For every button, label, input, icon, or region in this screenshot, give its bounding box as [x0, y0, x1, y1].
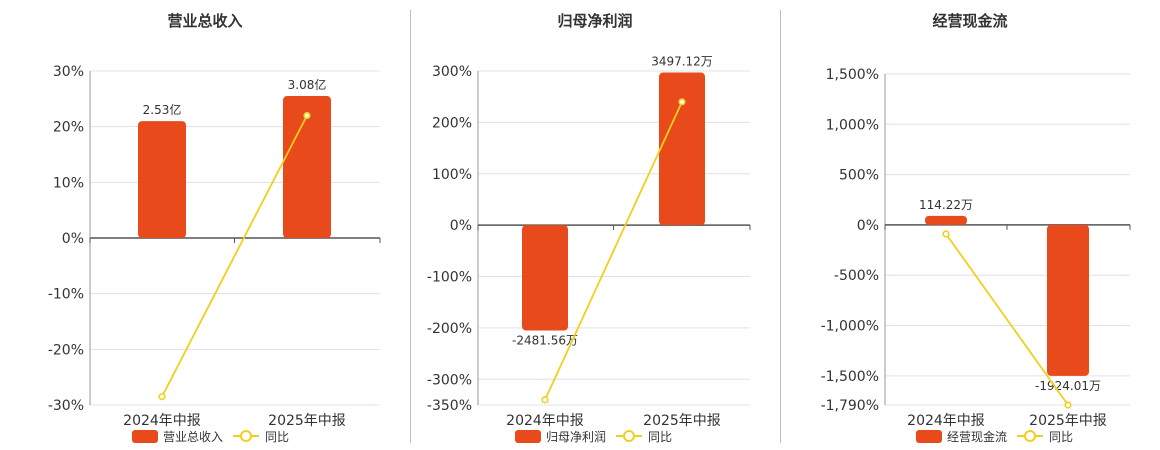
x-category-label: 2024年中报: [907, 413, 985, 429]
legend: 经营现金流 同比: [916, 429, 1073, 444]
y-tick-label: 20%: [53, 120, 84, 136]
legend: 归母净利润 同比: [515, 430, 672, 444]
y-tick-label: -350%: [427, 398, 472, 414]
bar-data-label: 3.08亿: [288, 77, 327, 92]
y-tick-label: 500%: [839, 168, 879, 184]
y-tick-label: 300%: [432, 64, 472, 80]
net-profit-chart: 300% 200% 100% 0% -100% -200% -300% -350% -2481.…: [427, 55, 751, 444]
bar-data-label: 114.22万: [919, 198, 973, 212]
yoy-point: [541, 396, 549, 404]
bar-data-label: 2.53亿: [143, 102, 182, 117]
x-category-label: 2024年中报: [123, 413, 201, 429]
yoy-point: [303, 111, 311, 120]
yoy-point: [678, 98, 686, 106]
yoy-line: [161, 115, 308, 398]
bar: [283, 96, 331, 238]
x-category-label: 2025年中报: [1029, 413, 1107, 429]
bar: [138, 121, 186, 238]
legend-line-label: 同比: [1049, 430, 1073, 444]
bar: [522, 225, 568, 331]
bar: [1047, 224, 1089, 376]
legend-line-label: 同比: [648, 430, 672, 444]
y-tick-label: -1,790%: [821, 398, 879, 414]
yoy-point: [1064, 401, 1072, 409]
yoy-line: [945, 233, 1069, 406]
legend-bar-swatch: [515, 430, 541, 443]
y-tick-label: 30%: [53, 64, 84, 80]
y-tick-label: -200%: [427, 321, 472, 337]
cash-flow-panel: 经营现金流: [780, 0, 1160, 450]
x-category-label: 2025年中报: [268, 413, 346, 429]
panel-divider: [410, 10, 411, 443]
y-tick-label: -300%: [427, 372, 472, 388]
yoy-point: [158, 393, 166, 401]
y-tick-label: 1,500%: [826, 67, 879, 83]
y-tick-label: 1,000%: [826, 117, 879, 133]
yoy-point: [942, 230, 950, 238]
legend-bar-label: 营业总收入: [163, 430, 223, 444]
y-tick-label: 200%: [432, 115, 472, 131]
yoy-line: [544, 101, 683, 401]
legend: 营业总收入 同比: [132, 430, 289, 444]
y-tick-label: -1,000%: [821, 319, 879, 335]
bar-data-label: 3497.12万: [651, 55, 713, 69]
revenue-chart-title: 营业总收入: [167, 12, 243, 30]
net-profit-panel: 归母净利润: [410, 0, 780, 450]
y-tick-label: 0%: [62, 231, 84, 247]
legend-bar-swatch: [916, 430, 942, 443]
y-tick-label: 100%: [432, 167, 472, 183]
cash-flow-chart-title: 经营现金流: [932, 12, 1008, 30]
legend-line-label: 同比: [265, 430, 289, 444]
legend-line-marker: [240, 430, 252, 442]
y-tick-label: 10%: [53, 175, 84, 191]
panel-divider: [780, 10, 781, 443]
legend-bar-swatch: [132, 430, 158, 443]
cash-flow-chart: 1,500% 1,000% 500% 0% -500% -1,000% -1,500% -1,…: [821, 67, 1131, 444]
y-tick-label: 0%: [450, 218, 472, 234]
x-category-label: 2024年中报: [506, 413, 584, 429]
legend-line-marker: [623, 430, 635, 442]
y-tick-label: -1,500%: [821, 369, 879, 385]
legend-bar-label: 归母净利润: [546, 430, 606, 444]
bar-data-label: -2481.56万: [512, 333, 578, 347]
y-tick-label: -10%: [48, 287, 84, 303]
x-category-label: 2025年中报: [643, 413, 721, 429]
revenue-panel: 营业总收入: [0, 0, 410, 450]
bar: [925, 215, 967, 225]
net-profit-chart-title: 归母净利润: [557, 12, 633, 30]
y-tick-label: -100%: [427, 270, 472, 286]
y-tick-label: -20%: [48, 342, 84, 358]
bar: [659, 72, 705, 226]
bar-data-label: -1924.01万: [1035, 379, 1101, 393]
y-tick-label: 0%: [857, 218, 879, 234]
legend-line-marker: [1024, 430, 1036, 442]
revenue-chart: 30% 20% 10% 0% -10% -20% -30% 2.53亿 3.08亿 2024年中报…: [48, 64, 381, 444]
legend-bar-label: 经营现金流: [947, 429, 1007, 444]
y-tick-label: -500%: [834, 268, 879, 284]
y-tick-label: -30%: [48, 398, 84, 414]
